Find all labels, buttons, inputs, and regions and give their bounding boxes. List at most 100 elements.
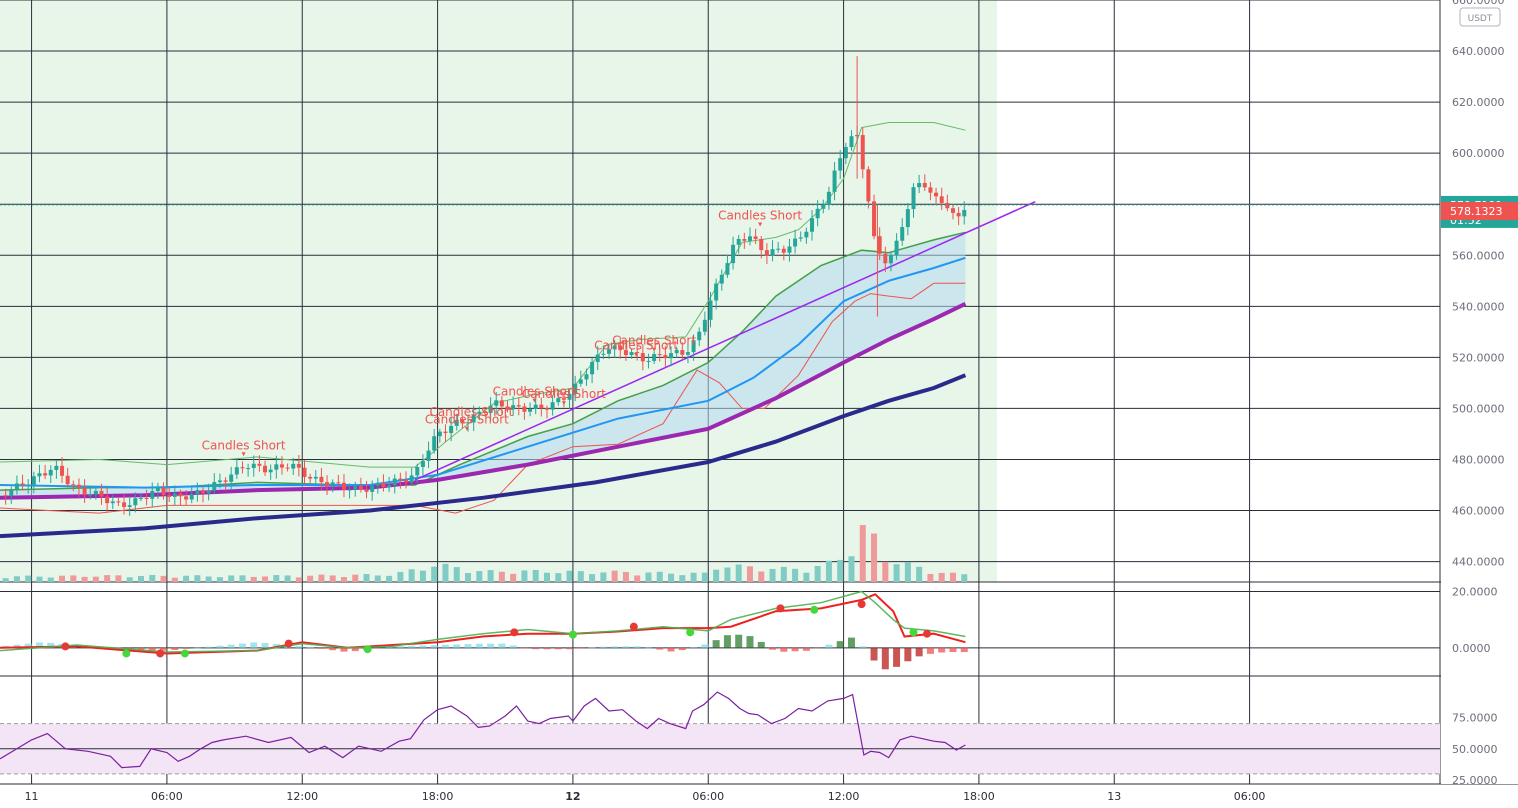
candle-body (821, 204, 826, 209)
macd-histogram-bar (47, 642, 55, 648)
candle-body (488, 405, 493, 413)
macd-histogram-bar (532, 647, 540, 650)
macd-histogram-bar (949, 647, 957, 653)
volume-bar (70, 575, 77, 582)
volume-bar (81, 576, 88, 582)
volume-bar (397, 571, 404, 582)
candles-short-label: Candles Short (718, 209, 802, 223)
macd-histogram-bar (678, 647, 686, 651)
time-tick-label: 18:00 (963, 790, 995, 803)
candle-body (742, 238, 747, 241)
macd-histogram-bar (588, 647, 596, 649)
macd-histogram-bar (543, 647, 551, 650)
candle-body (381, 482, 386, 488)
volume-bar (622, 571, 629, 582)
macd-histogram-bar (295, 646, 303, 648)
candle-body (409, 475, 414, 483)
candle-body (88, 494, 93, 496)
candle-body (556, 398, 561, 403)
cross-marker (122, 649, 131, 658)
candle-body (719, 274, 724, 284)
time-axis[interactable]: 11 06:00 12:00 18:00 12 06:00 12:00 18:00 13 06:0… (0, 785, 1518, 808)
candle-body (330, 482, 335, 487)
volume-bar (47, 577, 54, 582)
candle-body (561, 398, 566, 400)
macd-histogram-bar (509, 645, 517, 648)
candle-body (494, 400, 499, 406)
candle-body (37, 473, 42, 477)
candle-body (99, 490, 104, 497)
volume-bar (780, 566, 787, 582)
candle-body (900, 227, 905, 241)
macd-histogram-bar (351, 647, 359, 652)
volume-bar (250, 576, 257, 582)
candle-body (325, 482, 330, 487)
macd-histogram-bar (757, 641, 765, 648)
cross-marker (284, 639, 293, 648)
candle-body (291, 463, 296, 469)
candle-body (172, 493, 177, 497)
candle-body (731, 244, 736, 264)
candle-body (110, 501, 115, 504)
macd-line (0, 590, 966, 653)
candle-body (917, 183, 922, 188)
candle-body (313, 476, 318, 479)
candle-body (573, 383, 578, 394)
macd-histogram-bar (847, 637, 855, 648)
candle-body (956, 212, 961, 217)
candle-body (578, 379, 583, 384)
short-arrow-icon (758, 222, 763, 227)
macd-histogram-bar (238, 643, 246, 648)
candle-body (341, 482, 346, 490)
candle-body (691, 340, 696, 353)
candle-body (883, 253, 888, 264)
candle-body (477, 411, 482, 415)
candle-body (443, 431, 448, 434)
volume-bar (262, 576, 269, 582)
candle-body (471, 414, 476, 423)
cross-marker (61, 642, 70, 651)
price-tick-label: 560.0000 (1452, 249, 1505, 262)
candle-body (93, 490, 98, 495)
candle-body (449, 425, 454, 434)
macd-histogram-bar (306, 647, 314, 648)
candle-body (793, 238, 798, 247)
volume-bar (882, 561, 889, 582)
candle-body (623, 350, 628, 356)
volume-bar (431, 566, 438, 582)
ma-price-value: 578.1323 (1450, 205, 1503, 218)
currency-badge (1459, 7, 1501, 27)
candle-body (725, 263, 730, 275)
macd-histogram-bar (374, 647, 382, 649)
candle-body (860, 135, 865, 170)
candle-body (781, 248, 786, 253)
cross-marker (686, 628, 695, 637)
bollinger-upper-line (0, 122, 966, 468)
volume-bar (13, 576, 20, 582)
candlesticks[interactable] (3, 56, 967, 516)
candle-body (268, 469, 273, 473)
macd-histogram-bar (746, 636, 754, 648)
macd-histogram-bar (881, 647, 889, 670)
macd-histogram-bar (261, 642, 269, 648)
price-tick-label: 520.0000 (1452, 351, 1505, 364)
macd-histogram-bar (487, 643, 495, 648)
candles-short-label: Candles Short (425, 413, 509, 427)
price-axis[interactable]: 440.0000 460.0000 480.0000 500.0000 520.0000… (0, 0, 1518, 787)
volume-bar (104, 575, 111, 582)
candle-body (3, 495, 8, 497)
time-tick-label: 06:00 (692, 790, 724, 803)
volume-bar (848, 556, 855, 582)
volume-bar (160, 575, 167, 582)
candle-body (234, 467, 239, 475)
cross-marker (180, 649, 189, 658)
candle-body (426, 450, 431, 461)
macd-histogram-bar (272, 643, 280, 648)
candle-body (460, 419, 465, 424)
candle-body (319, 476, 324, 483)
macd-histogram-bar (802, 647, 810, 651)
macd-histogram-bar (430, 645, 438, 648)
candle-body (54, 465, 59, 470)
